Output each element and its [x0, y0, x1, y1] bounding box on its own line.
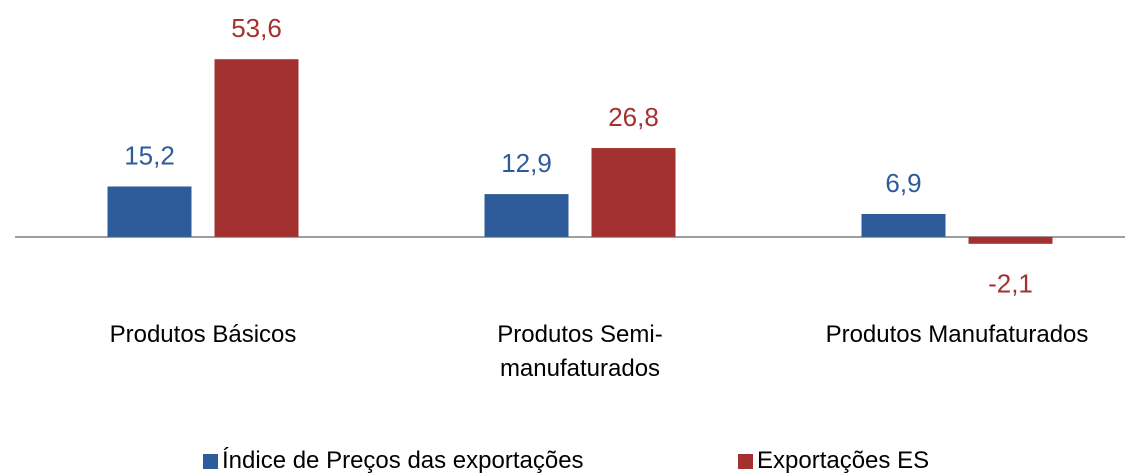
value-label: 6,9 — [885, 168, 921, 198]
value-label: 26,8 — [608, 102, 659, 132]
x-tick-label: Produtos Manufaturados — [825, 321, 1089, 348]
x-tick-label: Produtos Básicos — [109, 321, 297, 348]
value-label: 53,6 — [231, 13, 282, 43]
bar — [861, 213, 946, 237]
value-label: 15,2 — [124, 140, 175, 170]
legend-item: Exportações ES — [738, 446, 929, 474]
bar — [107, 186, 192, 237]
bar — [484, 194, 569, 237]
legend-label: Exportações ES — [757, 447, 930, 474]
legend-swatch — [203, 453, 218, 469]
x-tick-label: Produtos Semi-manufaturados — [497, 321, 663, 382]
value-label: -2,1 — [988, 269, 1033, 299]
bar — [214, 59, 299, 237]
legend-label: Índice de Preços das exportações — [222, 447, 584, 474]
value-label: 12,9 — [501, 148, 552, 178]
legend-swatch — [738, 453, 753, 469]
legend-item: Índice de Preços das exportações — [203, 446, 584, 474]
bar — [591, 148, 676, 237]
bar — [968, 236, 1053, 244]
